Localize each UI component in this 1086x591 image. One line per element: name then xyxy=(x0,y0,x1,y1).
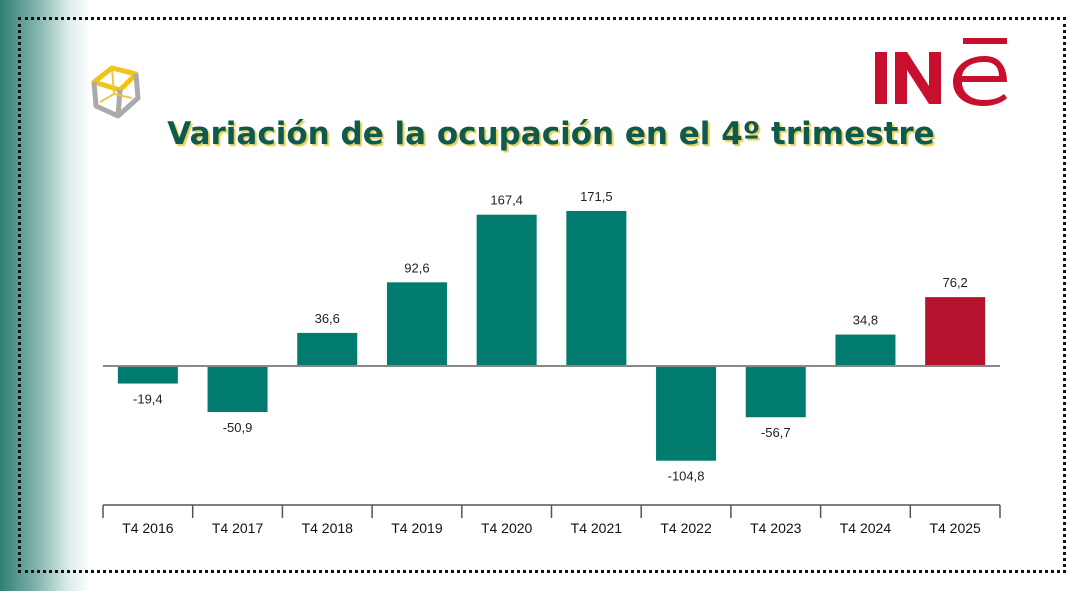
bar xyxy=(386,282,447,366)
x-tick-label: T4 2018 xyxy=(302,520,354,536)
cube-logo-icon xyxy=(91,65,141,119)
x-tick-label: T4 2020 xyxy=(481,520,533,536)
chart-title: Variación de la ocupación en el 4º trime… xyxy=(167,116,935,152)
x-tick-label: T4 2016 xyxy=(122,520,174,536)
data-label: 76,2 xyxy=(942,275,967,290)
ine-logo xyxy=(875,38,1007,106)
side-gradient xyxy=(0,0,90,591)
data-label: 92,6 xyxy=(404,260,429,275)
data-label: -19,4 xyxy=(133,392,163,407)
bar xyxy=(656,366,717,461)
data-label: -104,8 xyxy=(668,469,705,484)
bar xyxy=(566,211,627,366)
data-label: -50,9 xyxy=(223,420,253,435)
data-label: 36,6 xyxy=(315,311,340,326)
data-label: 171,5 xyxy=(580,189,613,204)
bar xyxy=(297,332,358,366)
bar xyxy=(835,334,896,366)
bar xyxy=(925,297,986,366)
bar xyxy=(207,366,268,413)
data-label: 34,8 xyxy=(853,313,878,328)
x-tick-label: T4 2022 xyxy=(660,520,712,536)
x-tick-label: T4 2023 xyxy=(750,520,802,536)
dotted-frame xyxy=(18,17,1066,573)
x-tick-label: T4 2024 xyxy=(840,520,892,536)
data-label: 167,4 xyxy=(490,193,523,208)
x-tick-label: T4 2025 xyxy=(929,520,981,536)
bar xyxy=(745,366,806,418)
x-tick-label: T4 2021 xyxy=(571,520,623,536)
data-label: -56,7 xyxy=(761,425,791,440)
x-tick-label: T4 2017 xyxy=(212,520,264,536)
x-tick-label: T4 2019 xyxy=(391,520,443,536)
bar xyxy=(117,366,178,384)
bar xyxy=(476,214,537,366)
